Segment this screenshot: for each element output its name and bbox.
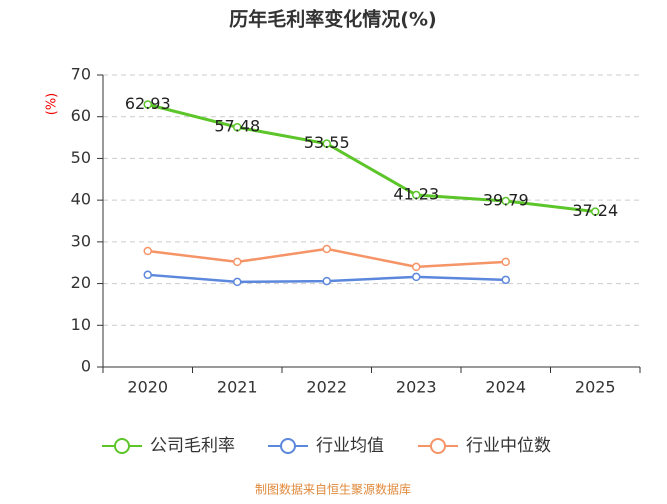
y-tick-label: 50 — [71, 148, 91, 167]
chart-title: 历年毛利率变化情况(%) — [229, 8, 436, 31]
series-line — [147, 103, 596, 214]
y-tick-label: 70 — [71, 65, 91, 84]
y-tick-label: 20 — [71, 273, 91, 292]
data-point — [412, 272, 421, 282]
data-label: 53.55 — [304, 133, 350, 152]
data-point — [591, 207, 600, 216]
data-point — [322, 139, 331, 148]
legend-label: 公司毛利率 — [150, 436, 235, 456]
data-label: 57.48 — [214, 117, 260, 136]
legend-swatch — [114, 438, 130, 454]
data-point — [412, 262, 421, 272]
x-tick-label: 2021 — [217, 378, 258, 397]
data-point — [501, 275, 510, 285]
data-point — [233, 257, 242, 267]
y-tick-label: 30 — [71, 231, 91, 250]
data-label: 41.23 — [393, 185, 439, 204]
data-label: 62.93 — [125, 94, 171, 113]
x-tick-label: 2024 — [485, 378, 526, 397]
x-tick-label: 2022 — [306, 378, 347, 397]
data-point — [233, 122, 242, 132]
data-point — [143, 100, 152, 109]
y-tick-label: 40 — [71, 190, 91, 209]
y-tick-label: 10 — [71, 315, 91, 334]
data-point — [501, 257, 510, 267]
data-point — [322, 276, 331, 286]
legend-swatch — [430, 438, 446, 454]
x-tick-label: 2023 — [396, 378, 437, 397]
y-tick-label: 60 — [71, 106, 91, 125]
data-point — [322, 244, 331, 254]
x-tick-label: 2020 — [127, 378, 168, 397]
y-tick-label: 0 — [81, 357, 91, 376]
data-point — [501, 196, 510, 206]
y-axis-label: (%) — [45, 93, 60, 116]
data-point — [143, 246, 152, 256]
legend-label: 行业中位数 — [466, 436, 551, 456]
data-point — [233, 277, 242, 287]
legend-label: 行业均值 — [316, 436, 384, 456]
legend-swatch — [280, 438, 296, 454]
data-label: 37.24 — [572, 201, 618, 220]
data-point — [143, 270, 152, 280]
data-label: 39.79 — [483, 191, 529, 210]
x-tick-label: 2025 — [575, 378, 616, 397]
source-note: 制图数据来自恒生聚源数据库 — [255, 482, 411, 497]
data-point — [412, 190, 421, 200]
